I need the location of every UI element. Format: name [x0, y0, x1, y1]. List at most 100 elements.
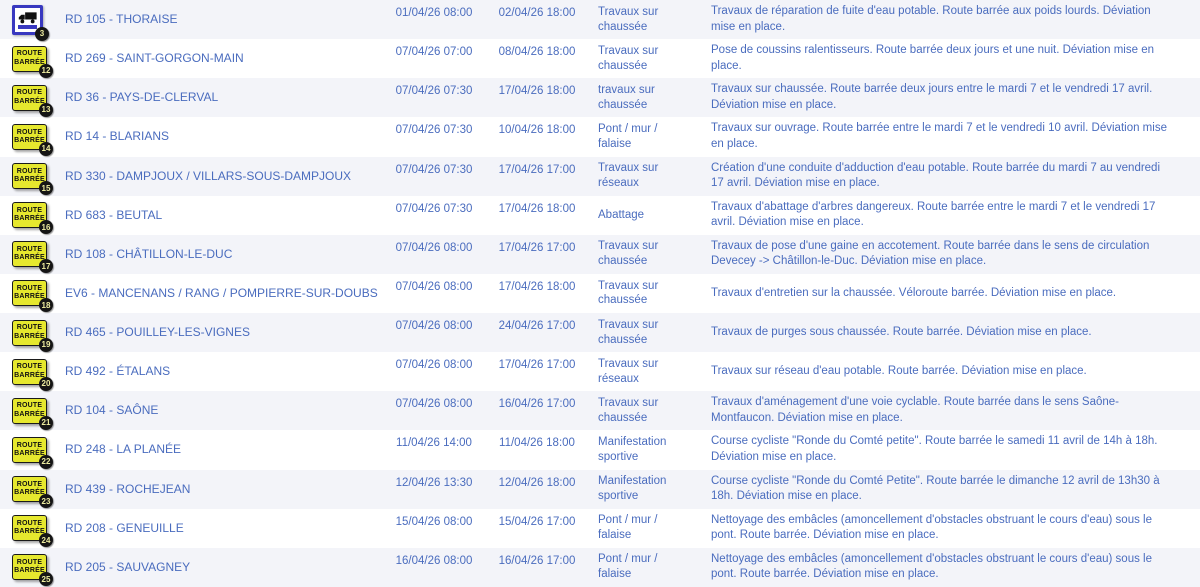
sign-icon-cell: ROUTE BARRÉE 15: [0, 163, 62, 196]
end-date: 11/04/26 18:00: [499, 437, 575, 450]
road-name: RD 248 - LA PLANÉE: [65, 442, 182, 457]
sign-panel: [18, 24, 37, 29]
end-date: 15/04/26 17:00: [498, 515, 576, 528]
marker-number-badge: 13: [39, 102, 53, 117]
marker-number-badge: 18: [39, 298, 53, 313]
table-row-15[interactable]: ROUTE BARRÉE 25 RD 205 - SAUVAGNEY 16/04/2…: [0, 547, 1200, 587]
sign-icon: ROUTE BARRÉE 13: [12, 84, 53, 117]
table-row-8[interactable]: ROUTE BARRÉE 18 EV6 - MANCENANS / RANG / P…: [0, 273, 1200, 313]
work-type: travaux sur chaussée: [598, 83, 655, 111]
marker-number-badge: 25: [39, 572, 53, 587]
road-name: RD 105 - THORAISE: [65, 12, 178, 27]
sign-icon-cell: ROUTE BARRÉE 14: [0, 123, 62, 156]
table-row-2[interactable]: ROUTE BARRÉE 12 RD 269 - SAINT-GORGON-MAIN…: [0, 39, 1200, 79]
marker-number-badge: 21: [39, 415, 53, 430]
road-name: RD 465 - POUILLEY-LES-VIGNES: [65, 325, 250, 340]
sign-icon: ROUTE BARRÉE 12: [12, 45, 53, 78]
sign-icon: ROUTE BARRÉE 23: [12, 476, 53, 509]
table-row-5[interactable]: ROUTE BARRÉE 15 RD 330 - DAMPJOUX / VILLAR…: [0, 156, 1200, 196]
start-date: 07/04/26 08:00: [395, 320, 473, 332]
end-date: 10/04/26 18:00: [498, 124, 576, 137]
start-date: 11/04/26 14:00: [396, 437, 472, 450]
sign-icon-cell: 3: [0, 4, 62, 41]
end-date: 17/04/26 18:00: [498, 85, 576, 98]
table-row-10[interactable]: ROUTE BARRÉE 20 RD 492 - ÉTALANS 07/04/26 …: [0, 352, 1200, 392]
end-date: 17/04/26 17:00: [498, 241, 576, 254]
table-row-11[interactable]: ROUTE BARRÉE 21 RD 104 - SAÔNE 07/04/26 08…: [0, 391, 1200, 431]
description: Travaux sur ouvrage. Route barrée entre …: [711, 122, 1167, 150]
sign-icon: ROUTE BARRÉE 15: [12, 163, 53, 196]
marker-number-badge: 16: [39, 220, 53, 235]
sign-icon-cell: ROUTE BARRÉE 22: [0, 436, 62, 469]
table-row-6[interactable]: ROUTE BARRÉE 16 RD 683 - BEUTAL 07/04/26 0…: [0, 195, 1200, 235]
sign-icon-cell: ROUTE BARRÉE 12: [0, 45, 62, 78]
marker-number-badge: 3: [35, 26, 49, 41]
description: Travaux de pose d'une gaine en accotemen…: [711, 239, 1150, 268]
road-name: RD 439 - ROCHEJEAN: [65, 481, 191, 496]
description: Travaux de réparation de fuite d'eau pot…: [711, 5, 1151, 33]
table-row-9[interactable]: ROUTE BARRÉE 19 RD 465 - POUILLEY-LES-VIGN…: [0, 313, 1200, 353]
description: Travaux d'entretien sur la chaussée. Vél…: [711, 286, 1117, 299]
end-date: 16/04/26 17:00: [498, 398, 576, 411]
sign-icon: ROUTE BARRÉE 24: [12, 515, 53, 548]
description: Travaux de purges sous chaussée. Route b…: [711, 325, 1092, 338]
work-type: Manifestation sportive: [598, 436, 667, 463]
marker-number-badge: 12: [39, 63, 53, 78]
sign-icon-cell: ROUTE BARRÉE 20: [0, 358, 62, 391]
sign-icon-cell: ROUTE BARRÉE 24: [0, 515, 62, 548]
route-barree-sign-icon: ROUTE BARRÉE: [12, 476, 47, 503]
sign-icon: ROUTE BARRÉE 14: [12, 123, 53, 156]
work-type: Travaux sur chaussée: [598, 44, 659, 72]
sign-icon: ROUTE BARRÉE 17: [12, 241, 53, 274]
table-row-4[interactable]: ROUTE BARRÉE 14 RD 14 - BLARIANS 07/04/26 …: [0, 117, 1200, 157]
work-type: Abattage: [598, 208, 645, 221]
road-name: RD 492 - ÉTALANS: [65, 364, 171, 379]
road-name: RD 269 - SAINT-GORGON-MAIN: [65, 51, 244, 66]
table-row-14[interactable]: ROUTE BARRÉE 24 RD 208 - GENEUILLE 15/04/2…: [0, 508, 1200, 548]
table-row-1[interactable]: 3 RD 105 - THORAISE 01/04/26 08:00 02/04…: [0, 0, 1200, 41]
sign-icon-cell: ROUTE BARRÉE 13: [0, 84, 62, 117]
start-date: 01/04/26 08:00: [395, 7, 473, 19]
sign-icon: ROUTE BARRÉE 20: [12, 358, 53, 391]
end-date: 17/04/26 18:00: [498, 280, 576, 293]
work-type: Travaux sur réseaux: [598, 357, 659, 385]
marker-number-badge: 19: [39, 337, 53, 352]
table-row-13[interactable]: ROUTE BARRÉE 23 RD 439 - ROCHEJEAN 12/04/2…: [0, 469, 1200, 509]
description: Course cycliste "Ronde du Comté petite".…: [711, 435, 1158, 463]
end-date: 24/04/26 17:00: [498, 320, 576, 332]
sign-icon: ROUTE BARRÉE 25: [12, 554, 53, 587]
end-date: 08/04/26 18:00: [498, 46, 576, 59]
sign-icon-cell: ROUTE BARRÉE 21: [0, 397, 62, 430]
description: Travaux sur chaussée. Route barrée deux …: [711, 83, 1153, 111]
description: Création d'une conduite d'adduction d'ea…: [711, 161, 1161, 190]
road-name: RD 104 - SAÔNE: [65, 403, 159, 418]
road-name: RD 683 - BEUTAL: [65, 207, 163, 222]
sign-icon: 3: [12, 4, 49, 41]
work-type: Travaux sur chaussée: [598, 5, 659, 33]
table-row-7[interactable]: ROUTE BARRÉE 17 RD 108 - CHÂTILLON-LE-DUC …: [0, 234, 1200, 274]
sign-icon: ROUTE BARRÉE 18: [12, 280, 53, 313]
sign-icon: ROUTE BARRÉE 16: [12, 202, 53, 235]
end-date: 17/04/26 17:00: [498, 163, 576, 176]
table-row-12[interactable]: ROUTE BARRÉE 22 RD 248 - LA PLANÉE 11/04/2…: [0, 430, 1200, 470]
road-name: RD 205 - SAUVAGNEY: [65, 559, 191, 574]
sign-icon-cell: ROUTE BARRÉE 25: [0, 554, 62, 587]
marker-number-badge: 15: [39, 181, 53, 196]
route-barree-sign-icon: ROUTE BARRÉE: [12, 358, 47, 385]
work-type: Manifestation sportive: [598, 475, 667, 503]
truck-restricted-sign-icon: [12, 4, 43, 35]
marker-number-badge: 23: [39, 494, 53, 509]
marker-number-badge: 24: [39, 533, 53, 548]
start-date: 07/04/26 07:30: [395, 124, 473, 137]
start-date: 15/04/26 08:00: [395, 515, 473, 528]
work-type: Travaux sur chaussée: [598, 396, 659, 424]
start-date: 07/04/26 07:30: [395, 85, 473, 98]
table-row-3[interactable]: ROUTE BARRÉE 13 RD 36 - PAYS-DE-CLERVAL 07…: [0, 78, 1200, 118]
road-name: RD 108 - CHÂTILLON-LE-DUC: [65, 246, 233, 261]
start-date: 07/04/26 07:30: [395, 202, 473, 215]
work-type: Travaux sur chaussée: [598, 279, 659, 307]
work-type: Travaux sur chaussée: [598, 240, 659, 268]
start-date: 07/04/26 08:00: [395, 280, 473, 293]
description: Course cycliste "Ronde du Comté Petite".…: [711, 474, 1160, 503]
